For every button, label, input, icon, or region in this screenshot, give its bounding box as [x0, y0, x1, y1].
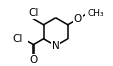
Text: N: N — [51, 41, 59, 51]
Text: O: O — [29, 55, 37, 65]
Text: O: O — [73, 14, 81, 24]
Text: Cl: Cl — [28, 8, 38, 18]
Text: Cl: Cl — [12, 34, 22, 44]
Text: CH₃: CH₃ — [87, 9, 103, 18]
